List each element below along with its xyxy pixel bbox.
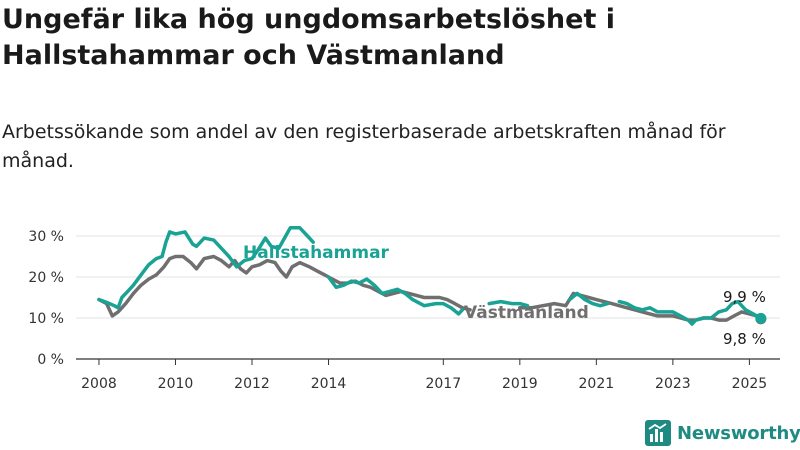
- newsworthy-logo-icon: [645, 420, 671, 446]
- series-line-vastmanland: [518, 291, 763, 322]
- x-tick-label: 2012: [234, 376, 270, 392]
- x-tick-label: 2008: [81, 376, 117, 392]
- series-line-hallstahammar: [567, 291, 610, 308]
- x-tick-label: 2017: [425, 376, 461, 392]
- chart-title: Ungefär lika hög ungdomsarbetslöshet i H…: [2, 4, 616, 71]
- end-label-vastmanland: 9,8 %: [723, 330, 766, 348]
- y-tick-label: 0 %: [37, 352, 64, 368]
- y-gridlines: [76, 235, 780, 319]
- y-tick-label: 30 %: [28, 229, 64, 245]
- x-axis: 2008 2010 2012 2014 2017 2019 2021 2023 2025: [76, 358, 780, 392]
- y-tick-label: 10 %: [28, 311, 64, 327]
- end-point-hallstahammar: [755, 312, 767, 324]
- x-tick-label: 2023: [655, 376, 691, 392]
- x-tick-label: 2021: [579, 376, 615, 392]
- x-tick-label: 2019: [502, 376, 538, 392]
- series-labels: Hallstahammar Västmanland 9,9 % 9,8 %: [243, 243, 766, 348]
- x-tick-label: 2014: [311, 376, 347, 392]
- x-tick-label: 2010: [158, 376, 194, 392]
- series-line-hallstahammar: [97, 226, 315, 310]
- series-lines: [97, 226, 767, 326]
- series-line-hallstahammar: [487, 299, 530, 308]
- series-label-hallstahammar: Hallstahammar: [243, 243, 390, 263]
- series-label-vastmanland: Västmanland: [464, 303, 589, 323]
- y-tick-label: 20 %: [28, 270, 64, 286]
- newsworthy-logo: Newsworthy: [645, 420, 800, 446]
- series-line-hallstahammar: [326, 275, 465, 316]
- series-line-vastmanland: [97, 254, 472, 318]
- chart-subtitle: Arbetssökande som andel av den registerb…: [2, 121, 726, 172]
- x-tick-label: 2025: [732, 376, 768, 392]
- y-axis: 0 % 10 % 20 % 30 %: [28, 229, 64, 368]
- end-label-hallstahammar: 9,9 %: [723, 288, 766, 306]
- series-line-hallstahammar: [617, 299, 763, 326]
- brand-name: Newsworthy: [677, 422, 800, 444]
